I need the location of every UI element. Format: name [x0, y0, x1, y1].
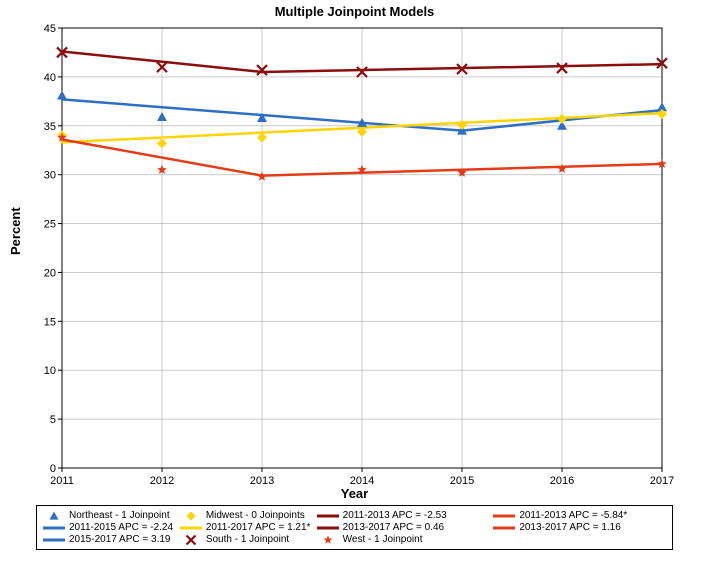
svg-text:5: 5: [50, 414, 56, 426]
legend-label: West - 1 Joinpoint: [343, 534, 423, 545]
legend-label: 2011-2017 APC = 1.21*: [206, 522, 311, 533]
svg-text:40: 40: [44, 72, 56, 84]
legend-label: 2011-2013 APC = -5.84*: [519, 510, 627, 521]
diamond-swatch-icon: [180, 511, 202, 521]
legend-label: Northeast - 1 Joinpoint: [69, 510, 170, 521]
svg-text:30: 30: [44, 170, 56, 182]
legend-item: 2015-2017 APC = 3.19: [43, 534, 176, 545]
legend-label: 2011-2015 APC = -2.24: [69, 522, 173, 533]
svg-text:15: 15: [44, 316, 56, 328]
legend-item: West - 1 Joinpoint: [317, 534, 490, 545]
svg-text:35: 35: [44, 121, 56, 133]
triangle-swatch-icon: [43, 511, 65, 521]
line-swatch-icon: [493, 511, 515, 521]
legend-item: Midwest - 0 Joinpoints: [180, 510, 313, 521]
svg-text:10: 10: [44, 365, 56, 377]
legend-item: 2013-2017 APC = 1.16: [493, 522, 666, 533]
legend-label: 2015-2017 APC = 3.19: [69, 534, 170, 545]
chart-legend: Northeast - 1 Joinpoint Midwest - 0 Joinp…: [36, 505, 673, 550]
svg-text:45: 45: [44, 23, 56, 35]
legend-label: 2011-2013 APC = -2.53: [343, 510, 447, 521]
svg-text:25: 25: [44, 219, 56, 231]
star-swatch-icon: [317, 535, 339, 545]
legend-item: 2011-2013 APC = -2.53: [317, 510, 490, 521]
x-swatch-icon: [180, 535, 202, 545]
svg-text:20: 20: [44, 267, 56, 279]
x-axis-label: Year: [0, 486, 709, 501]
legend-label: 2013-2017 APC = 0.46: [343, 522, 444, 533]
line-swatch-icon: [43, 523, 65, 533]
line-swatch-icon: [180, 523, 202, 533]
legend-label: South - 1 Joinpoint: [206, 534, 289, 545]
svg-text:0: 0: [50, 463, 56, 475]
legend-item: South - 1 Joinpoint: [180, 534, 313, 545]
line-swatch-icon: [317, 511, 339, 521]
chart-container: Multiple Joinpoint Models Percent 051015…: [0, 0, 709, 563]
legend-item: 2011-2015 APC = -2.24: [43, 522, 176, 533]
legend-label: Midwest - 0 Joinpoints: [206, 510, 305, 521]
line-swatch-icon: [43, 535, 65, 545]
legend-item: 2013-2017 APC = 0.46: [317, 522, 490, 533]
chart-plot: 0510152025303540452011201220132014201520…: [0, 20, 709, 490]
legend-label: 2013-2017 APC = 1.16: [519, 522, 620, 533]
line-swatch-icon: [317, 523, 339, 533]
chart-title: Multiple Joinpoint Models: [0, 4, 709, 19]
legend-item: Northeast - 1 Joinpoint: [43, 510, 176, 521]
line-swatch-icon: [493, 523, 515, 533]
legend-item: 2011-2013 APC = -5.84*: [493, 510, 666, 521]
legend-item: 2011-2017 APC = 1.21*: [180, 522, 313, 533]
